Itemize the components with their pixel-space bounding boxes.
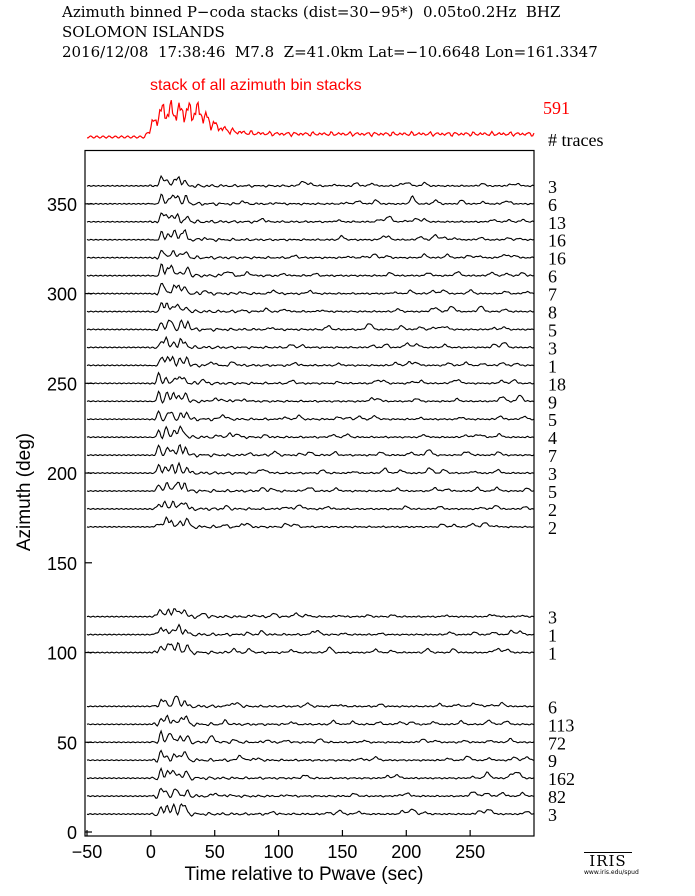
trace-count-label: 5: [548, 482, 557, 502]
waveform-trace: [86, 249, 535, 260]
header-title: Azimuth binned P−coda stacks (dist=30−95…: [62, 3, 561, 21]
waveform-trace: [86, 802, 535, 817]
x-tick-label: 0: [146, 842, 156, 862]
waveform-trace: [86, 335, 535, 350]
trace-count-label: 4: [548, 428, 557, 448]
waveform-trace: [86, 461, 535, 476]
stack-trace: [86, 100, 535, 139]
x-tick-label: −50: [72, 842, 103, 862]
waveform-trace: [86, 767, 535, 781]
trace-count-label: 3: [548, 608, 557, 628]
y-tick-label: 100: [47, 644, 77, 664]
trace-count-label: 5: [548, 321, 557, 341]
y-tick-label: 0: [67, 823, 77, 843]
waveform-trace: [86, 319, 535, 332]
trace-count-label: 6: [548, 697, 557, 717]
trace-count-label: 18: [548, 374, 566, 394]
trace-count-label: 3: [548, 338, 557, 358]
waveform-trace: [86, 371, 535, 386]
waveform-trace: [86, 355, 535, 368]
trace-count-label: 3: [548, 177, 557, 197]
trace-count-label: 82: [548, 787, 566, 807]
waveform-trace: [86, 608, 535, 619]
trace-count-label: 16: [548, 249, 566, 269]
x-axis-label: Time relative to Pwave (sec): [185, 864, 424, 885]
waveform-trace: [86, 623, 535, 637]
waveform-trace: [86, 390, 535, 404]
y-tick-label: 300: [47, 285, 77, 305]
waveform-trace: [86, 263, 535, 278]
waveform-trace: [86, 409, 535, 422]
trace-count-label: 9: [548, 751, 557, 771]
trace-count-label: 6: [548, 267, 557, 287]
trace-count-label: 2: [548, 518, 557, 538]
waveform-trace: [86, 228, 535, 243]
waveform-trace: [86, 500, 535, 512]
header-event-info: 2016/12/08 17:38:46 M7.8 Z=41.0km Lat=−1…: [62, 43, 598, 61]
waveform-trace: [86, 787, 535, 799]
trace-count-label: 16: [548, 231, 566, 251]
header-region: SOLOMON ISLANDS: [62, 23, 225, 41]
iris-logo-mark: IRIS: [584, 852, 632, 869]
waveform-trace: [86, 282, 535, 296]
iris-logo: IRIS www.iris.edu/spud: [584, 852, 639, 876]
waveform-trace: [86, 714, 535, 727]
waveform-trace: [86, 174, 535, 188]
plot-header: Azimuth binned P−coda stacks (dist=30−95…: [62, 2, 598, 62]
x-tick-label: 100: [264, 842, 294, 862]
y-tick-label: 350: [47, 195, 77, 215]
trace-count-label: 8: [548, 303, 557, 323]
trace-count-label: 13: [548, 213, 566, 233]
trace-count-label: 6: [548, 195, 557, 215]
y-tick-label: 250: [47, 374, 77, 394]
waveform-trace: [86, 193, 535, 207]
trace-count-label: 1: [548, 356, 557, 376]
waveform-trace: [86, 481, 535, 494]
x-tick-label: 250: [455, 842, 485, 862]
waveform-trace: [86, 443, 535, 458]
trace-group: [86, 174, 535, 817]
waveform-trace: [86, 695, 535, 709]
y-axis-label: Azimuth (deg): [14, 433, 35, 551]
waveform-trace: [86, 515, 535, 529]
stack-count: 591: [543, 98, 570, 118]
trace-count-label: 2: [548, 500, 557, 520]
y-axis: 0 50 100 150 200 250 300 350: [47, 195, 92, 843]
trace-count-label: 7: [548, 285, 557, 305]
x-axis: −50 0 50 100 150 200 250: [72, 830, 485, 862]
trace-count-label: 162: [548, 769, 575, 789]
trace-count-label: 1: [548, 644, 557, 664]
trace-count-label: 5: [548, 410, 557, 430]
y-tick-label: 200: [47, 464, 77, 484]
waveform-trace: [86, 641, 535, 656]
trace-count-label: 7: [548, 446, 557, 466]
trace-count-label: 3: [548, 805, 557, 825]
trace-count-label: 113: [548, 715, 574, 735]
y-tick-label: 150: [47, 554, 77, 574]
x-tick-label: 50: [205, 842, 225, 862]
trace-count-label: 72: [548, 733, 566, 753]
trace-count-label: 9: [548, 392, 557, 412]
iris-logo-url: www.iris.edu/spud: [584, 869, 639, 876]
x-tick-label: 150: [327, 842, 357, 862]
trace-count-label: 1: [548, 626, 557, 646]
stack-panel: [86, 100, 535, 139]
waveform-trace: [86, 729, 535, 745]
y-tick-label: 50: [57, 733, 77, 753]
x-tick-label: 200: [391, 842, 421, 862]
waveform-trace: [86, 302, 535, 314]
plot-frame: [84, 149, 535, 837]
count-header: # traces: [548, 130, 603, 150]
trace-count-label: 3: [548, 464, 557, 484]
waveform-trace: [86, 212, 535, 224]
waveform-trace: [86, 425, 535, 440]
stack-label: stack of all azimuth bin stacks: [150, 77, 362, 94]
waveform-trace: [86, 749, 535, 763]
